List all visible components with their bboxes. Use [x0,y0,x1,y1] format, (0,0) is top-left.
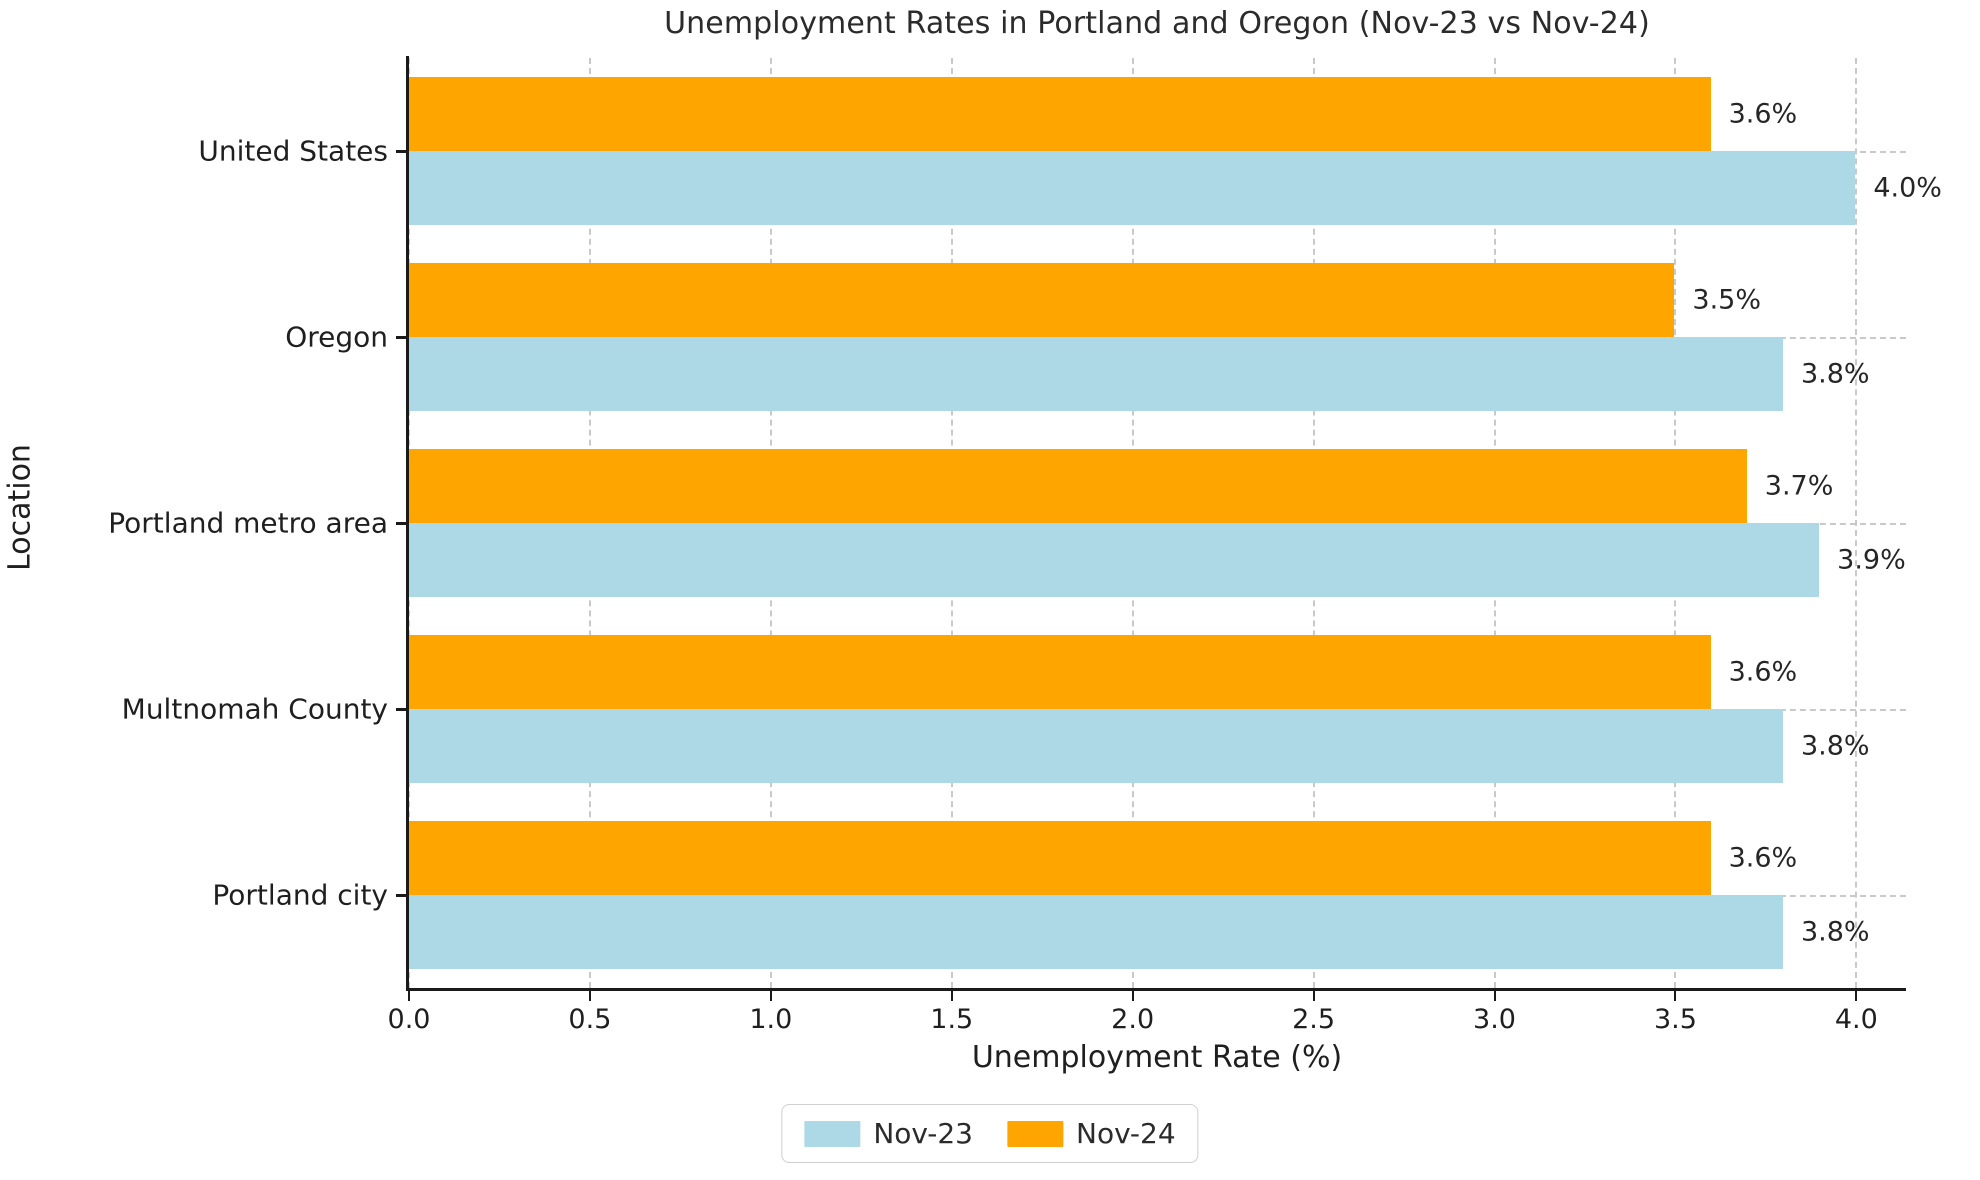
x-tick-label: 2.0 [1111,1004,1155,1035]
legend-label-nov-23: Nov-23 [873,1117,973,1150]
x-axis-spine [406,988,1906,991]
plot-area: 3.8% 3.6% 3.8% 3.6% 3.9% 3.7% 3.8% 3.5% 4.0% 3.6% [408,58,1942,988]
x-axis-label: Unemployment Rate (%) [971,1040,1343,1075]
x-tick-mark [1855,991,1858,1001]
x-tick-label: 2.5 [1292,1004,1336,1035]
y-tick-mark [396,336,407,339]
chart-title: Unemployment Rates in Portland and Orego… [664,6,1650,41]
x-tick-label: 3.0 [1473,1004,1516,1035]
y-tick-label-portland-city: Portland city [212,878,388,912]
bar-nov-23-portland-metro-area[interactable] [408,523,1820,598]
x-tick-label: 0.5 [568,1004,612,1035]
chart-legend[interactable]: Nov-23 Nov-24 [781,1104,1199,1163]
x-tick-label: 3.5 [1653,1004,1697,1035]
bar-label-nov-23-portland-metro-area: 3.9% [1837,544,1906,576]
x-tick-mark [408,991,410,1001]
bar-label-nov-23-oregon: 3.8% [1800,358,1870,390]
bar-label-nov-24-portland-metro-area: 3.7% [1764,470,1834,502]
x-tick-mark [1493,991,1496,1001]
bar-nov-24-multnomah-county[interactable] [408,634,1711,709]
legend-label-nov-24: Nov-24 [1076,1117,1176,1150]
x-tick-label: 1.0 [749,1004,793,1035]
y-axis-label: Location [2,444,38,571]
bar-nov-24-portland-city[interactable] [408,820,1711,895]
y-tick-label-portland-metro-area: Portland metro area [108,506,388,540]
x-tick-mark [769,991,772,1001]
y-axis-spine [406,56,409,990]
legend-swatch-nov-23 [804,1120,861,1147]
bar-label-nov-24-united-states: 3.6% [1728,98,1798,130]
bar-nov-24-united-states[interactable] [408,76,1711,151]
y-tick-label-united-states: United States [198,134,388,168]
bar-label-nov-23-multnomah-county: 3.8% [1800,730,1870,762]
x-tick-label: 0.0 [387,1004,431,1035]
x-tick-mark [1131,991,1134,1001]
bar-nov-23-united-states[interactable] [408,151,1856,226]
y-tick-mark [396,522,407,525]
legend-swatch-nov-24 [1007,1120,1063,1147]
x-tick-label: 1.5 [930,1004,974,1035]
bar-label-nov-24-oregon: 3.5% [1692,284,1762,316]
legend-entry-nov-23[interactable]: Nov-23 [804,1117,973,1150]
x-tick-mark [1312,991,1315,1001]
bar-label-nov-23-portland-city: 3.8% [1800,916,1870,948]
y-tick-mark [396,894,407,897]
bar-nov-23-portland-city[interactable] [408,895,1783,970]
bar-nov-23-oregon[interactable] [408,337,1783,412]
bar-nov-24-portland-metro-area[interactable] [408,448,1747,523]
x-tick-mark [588,991,591,1001]
bar-label-nov-24-portland-city: 3.6% [1728,842,1798,874]
y-tick-mark [396,150,407,153]
bar-nov-23-multnomah-county[interactable] [408,709,1783,784]
y-tick-label-oregon: Oregon [285,320,388,354]
x-tick-label: 4.0 [1834,1004,1878,1035]
y-tick-label-multnomah-county: Multnomah County [121,692,388,726]
bar-label-nov-24-multnomah-county: 3.6% [1728,656,1798,688]
bar-nov-24-oregon[interactable] [408,262,1675,337]
bar-label-nov-23-united-states: 4.0% [1873,172,1942,204]
y-tick-mark [396,708,407,711]
legend-entry-nov-24[interactable]: Nov-24 [1007,1117,1176,1150]
x-tick-mark [950,991,953,1001]
x-tick-mark [1674,991,1677,1001]
